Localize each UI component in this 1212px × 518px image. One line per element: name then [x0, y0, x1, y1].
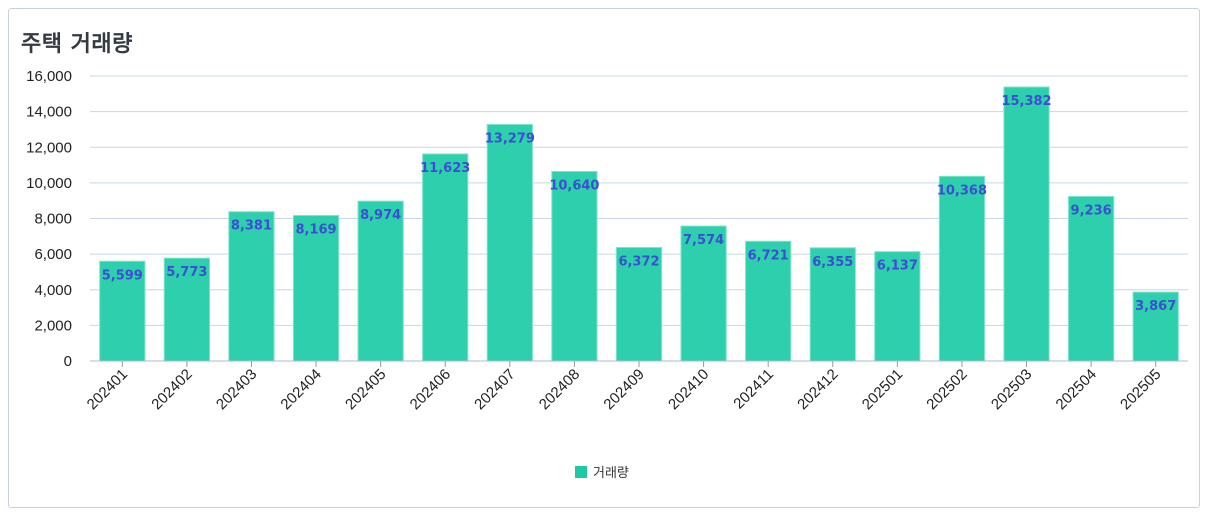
y-tick-label: 10,000	[26, 175, 72, 192]
data-label: 15,382	[1001, 94, 1051, 109]
y-tick-label: 2,000	[34, 317, 72, 334]
data-label: 5,773	[166, 265, 207, 280]
data-label: 5,599	[102, 268, 143, 283]
data-label: 6,355	[812, 255, 853, 270]
bar[interactable]	[745, 240, 792, 362]
bar[interactable]	[357, 200, 404, 362]
legend-swatch	[575, 465, 587, 478]
data-label: 6,721	[748, 248, 789, 263]
x-tick-label: 202504	[1053, 366, 1100, 413]
y-axis: 0 2,000 4,000 6,000 8,000 10,000 12,000 14,000 1…	[26, 68, 72, 370]
chart-title: 주택 거래량	[21, 32, 133, 57]
data-label: 8,169	[295, 222, 336, 237]
bar[interactable]	[680, 225, 727, 362]
x-tick-label: 202406	[407, 366, 454, 413]
x-tick-label: 202505	[1117, 366, 1164, 413]
bar[interactable]	[163, 257, 210, 362]
x-axis: 202401 202402 202403 202404 202405 202406 2024…	[84, 360, 1188, 413]
x-tick-label: 202402	[148, 366, 195, 413]
x-tick-label: 202412	[794, 366, 841, 413]
data-label: 11,623	[420, 161, 470, 176]
x-tick-label: 202501	[859, 366, 906, 413]
bar[interactable]	[228, 211, 275, 362]
x-tick-label: 202405	[342, 366, 389, 413]
data-label: 8,974	[360, 208, 401, 223]
data-label: 13,279	[485, 131, 535, 146]
y-tick-label: 0	[64, 353, 72, 370]
x-tick-label: 202410	[665, 366, 712, 413]
bar[interactable]	[1132, 291, 1179, 362]
data-label: 7,574	[683, 233, 724, 248]
bar[interactable]	[615, 246, 663, 362]
x-tick-label: 202407	[471, 366, 518, 413]
data-label: 10,368	[937, 183, 987, 198]
legend[interactable]: 거래량	[575, 462, 629, 481]
y-tick-label: 16,000	[26, 68, 72, 85]
y-tick-label: 4,000	[34, 282, 72, 299]
bar[interactable]	[1068, 195, 1115, 362]
x-tick-label: 202502	[923, 366, 970, 413]
data-labels: 5,599 5,773 8,381 8,169 8,974 11,623 13,279 10,…	[102, 94, 1177, 314]
x-tick-label: 202503	[988, 366, 1035, 413]
bar[interactable]	[1003, 86, 1050, 362]
legend-label: 거래량	[593, 466, 629, 481]
x-tick-label: 202403	[213, 366, 260, 413]
bar[interactable]	[551, 170, 598, 362]
data-label: 6,137	[877, 259, 918, 274]
data-label: 9,236	[1071, 203, 1112, 218]
y-tick-label: 6,000	[34, 246, 72, 263]
x-tick-label: 202401	[84, 366, 131, 413]
data-label: 8,381	[231, 219, 272, 234]
data-label: 3,867	[1135, 299, 1176, 314]
bar[interactable]	[422, 153, 469, 362]
x-tick-label: 202409	[600, 366, 647, 413]
y-tick-label: 14,000	[26, 104, 72, 121]
data-label: 10,640	[549, 178, 599, 193]
y-tick-label: 8,000	[34, 211, 72, 228]
y-tick-label: 12,000	[26, 139, 72, 156]
x-tick-label: 202411	[730, 366, 777, 413]
bar[interactable]	[938, 175, 986, 362]
bar[interactable]	[486, 123, 533, 362]
x-tick-label: 202408	[536, 366, 583, 413]
data-label: 6,372	[618, 254, 659, 269]
bar[interactable]	[99, 260, 146, 362]
bars	[99, 86, 1179, 362]
x-tick-label: 202404	[277, 366, 324, 413]
